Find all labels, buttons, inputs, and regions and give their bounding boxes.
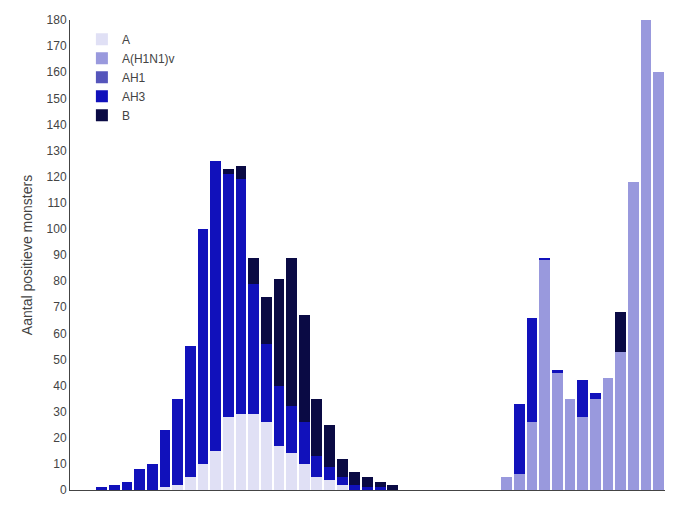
svg-text:30: 30 (53, 405, 67, 419)
svg-text:80: 80 (53, 274, 67, 288)
svg-text:150: 150 (47, 92, 67, 106)
svg-text:110: 110 (47, 196, 66, 210)
svg-text:60: 60 (53, 327, 67, 341)
svg-text:130: 130 (47, 144, 67, 158)
svg-text:120: 120 (47, 170, 67, 184)
svg-text:70: 70 (53, 300, 67, 314)
svg-text:A: A (122, 33, 130, 47)
svg-text:B: B (122, 109, 130, 123)
svg-text:50: 50 (53, 353, 67, 367)
svg-text:AH1: AH1 (122, 71, 146, 85)
svg-text:Aantal positieve monsters: Aantal positieve monsters (19, 175, 35, 335)
svg-text:140: 140 (47, 118, 67, 132)
svg-text:20: 20 (53, 431, 67, 445)
svg-text:160: 160 (47, 65, 67, 79)
svg-text:180: 180 (47, 13, 67, 27)
svg-text:A(H1N1)v: A(H1N1)v (122, 52, 175, 66)
svg-text:10: 10 (53, 457, 67, 471)
svg-text:100: 100 (47, 222, 67, 236)
svg-text:40: 40 (53, 379, 67, 393)
svg-text:AH3: AH3 (122, 90, 146, 104)
svg-text:170: 170 (47, 39, 67, 53)
svg-text:90: 90 (53, 248, 67, 262)
svg-text:0: 0 (60, 483, 67, 497)
